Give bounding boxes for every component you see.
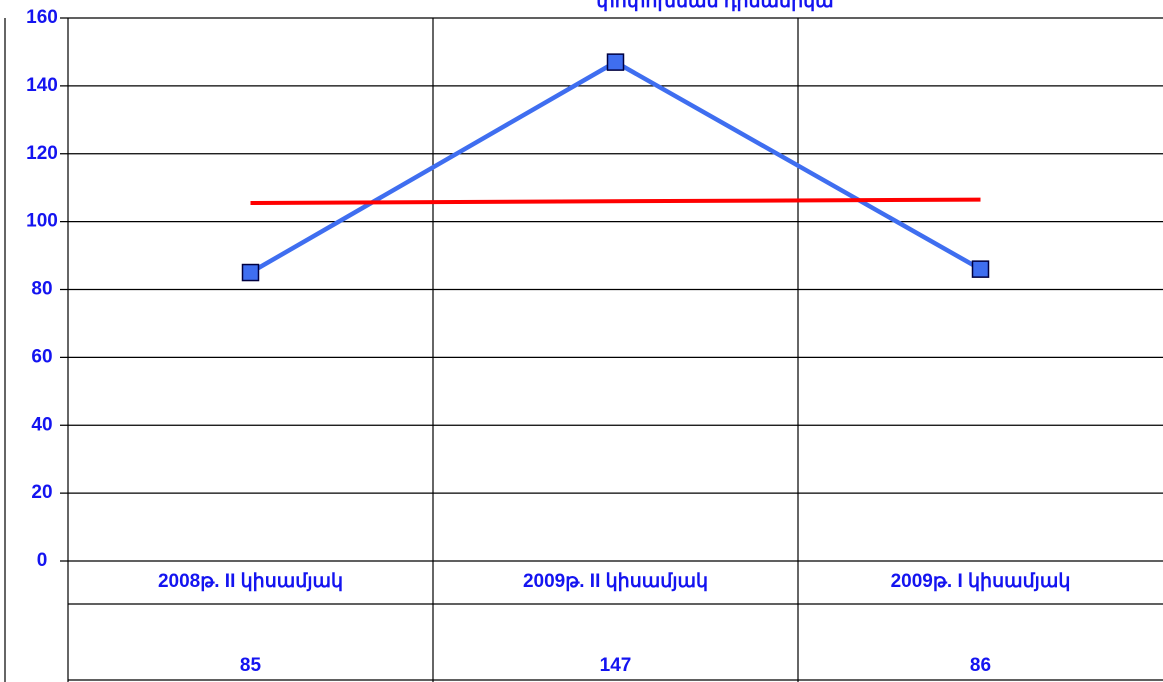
chart-title: փոփոխման դինամիկա — [596, 0, 833, 12]
trend-line — [250, 197, 981, 205]
y-tick-label: 140 — [26, 75, 58, 96]
x-tick-label: 2009թ. I կիսամյակ — [891, 571, 1071, 592]
x-tick-label: 2008թ. II կիսամյակ — [158, 571, 343, 592]
y-tick-label: 0 — [37, 550, 48, 571]
data-line — [249, 59, 982, 275]
data-point — [606, 53, 625, 71]
y-tick-label: 120 — [26, 143, 58, 164]
table-value: 147 — [600, 655, 632, 676]
data-point — [241, 263, 260, 282]
x-tick-label: 2009թ. II կիսամյակ — [523, 571, 708, 592]
y-tick-label: 60 — [31, 346, 52, 367]
data-point — [971, 260, 990, 278]
table-value: 86 — [970, 655, 991, 676]
table-value: 85 — [240, 655, 262, 676]
y-tick-label: 160 — [26, 7, 58, 28]
y-tick-label: 100 — [26, 211, 58, 232]
y-tick-label: 40 — [31, 414, 52, 435]
y-tick-label: 20 — [31, 482, 52, 503]
y-tick-label: 80 — [31, 279, 52, 300]
